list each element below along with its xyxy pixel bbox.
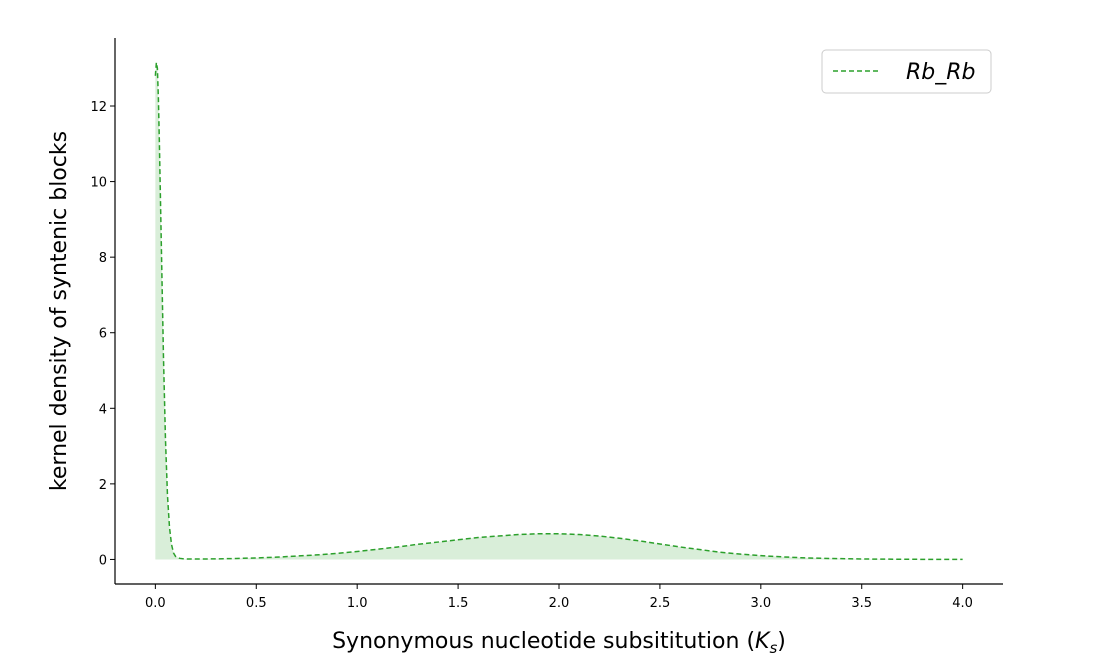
x-tick-label: 4.0 xyxy=(952,596,973,611)
y-tick-label: 8 xyxy=(99,251,107,266)
x-tick-label: 3.0 xyxy=(750,596,771,611)
x-tick-label: 2.5 xyxy=(650,596,671,611)
y-tick-label: 4 xyxy=(99,402,107,417)
series-line-Rb_Rb xyxy=(154,62,963,561)
y-tick-label: 2 xyxy=(99,478,107,493)
y-tick-label: 6 xyxy=(99,327,107,342)
legend-box xyxy=(821,49,992,94)
y-tick-label: 10 xyxy=(90,176,107,191)
plot-area xyxy=(154,62,963,561)
series-fill-Rb_Rb xyxy=(155,62,963,560)
legend: Rb_Rb xyxy=(821,49,992,94)
y-tick-label: 0 xyxy=(99,553,107,568)
axes xyxy=(114,38,1003,585)
x-tick-label: 0.0 xyxy=(145,596,166,611)
x-tick-label: 2.0 xyxy=(549,596,570,611)
x-tick-label: 1.5 xyxy=(448,596,469,611)
x-tick-label: 1.0 xyxy=(347,596,368,611)
x-tick-label: 0.5 xyxy=(246,596,267,611)
legend-label: Rb_Rb xyxy=(906,60,976,85)
x-tick-label: 3.5 xyxy=(851,596,872,611)
x-axis-label: Synonymous nucleotide subsititution (Ks) xyxy=(332,629,786,657)
ticks: 0.0 0.5 1.0 1.5 2.0 2.5 3.0 3.5 4.0 0 2 4 6 8 10 12 xyxy=(90,100,973,611)
y-tick-label: 12 xyxy=(90,100,107,115)
y-axis-label: kernel density of syntenic blocks xyxy=(47,131,72,491)
